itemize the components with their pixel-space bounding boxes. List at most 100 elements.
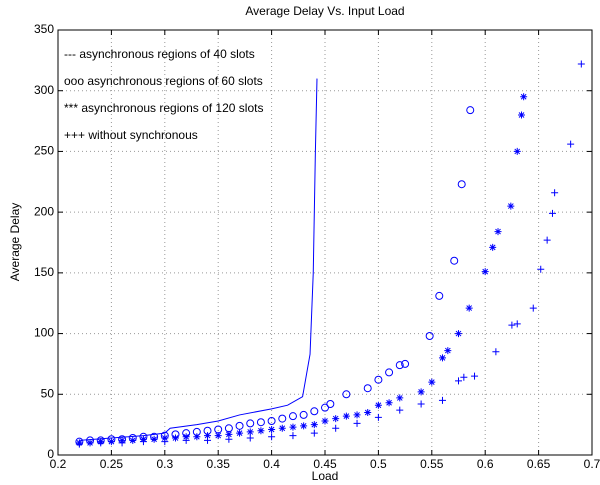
star-marker xyxy=(268,426,276,433)
star-marker xyxy=(129,436,137,444)
star-marker xyxy=(182,433,190,441)
plus-marker xyxy=(353,419,361,427)
y-tick-label: 300 xyxy=(34,83,54,97)
circle-marker xyxy=(457,180,466,189)
star-marker xyxy=(494,228,502,236)
circle-marker xyxy=(299,410,308,419)
plus-marker xyxy=(118,439,126,447)
star-marker xyxy=(278,424,286,432)
star-marker xyxy=(257,427,265,435)
star-marker xyxy=(150,435,158,443)
star-marker xyxy=(225,430,233,438)
plus-marker xyxy=(332,424,340,432)
x-tick-label: 0.65 xyxy=(527,457,551,471)
circle-marker xyxy=(395,361,404,370)
star-marker xyxy=(520,93,528,101)
plus-marker xyxy=(97,439,105,447)
plus-marker xyxy=(577,60,585,68)
star-marker xyxy=(396,394,404,402)
legend-entry: *** asynchronous regions of 120 slots xyxy=(64,101,263,115)
plus-marker xyxy=(455,377,462,385)
plus-marker xyxy=(438,396,446,404)
x-tick-label: 0.3 xyxy=(156,457,173,471)
star-marker xyxy=(321,417,329,425)
star-marker xyxy=(385,399,393,407)
star-marker xyxy=(353,411,361,419)
plot-frame xyxy=(57,29,593,456)
y-tick-label: 200 xyxy=(34,204,54,218)
plus-marker xyxy=(460,373,468,381)
circle-marker xyxy=(401,359,410,368)
star-marker xyxy=(193,433,201,441)
star-marker xyxy=(214,432,222,440)
x-tick-label: 0.6 xyxy=(477,457,494,471)
plus-marker xyxy=(417,400,425,408)
legend-entry: ooo asynchronous regions of 60 slots xyxy=(64,74,263,88)
plus-marker xyxy=(548,209,556,217)
star-marker xyxy=(310,421,318,429)
star-marker xyxy=(489,243,497,251)
plus-marker xyxy=(567,140,575,148)
star-marker xyxy=(171,434,179,442)
plus-marker xyxy=(551,189,559,197)
circle-marker xyxy=(363,384,372,393)
plus-marker xyxy=(374,413,382,421)
circle-marker xyxy=(326,400,335,408)
circle-marker xyxy=(235,421,244,430)
y-tick-label: 50 xyxy=(41,386,55,400)
plus-marker xyxy=(543,236,551,244)
star-marker xyxy=(417,388,425,396)
star-marker xyxy=(246,428,254,436)
plus-marker xyxy=(182,436,190,444)
data-line xyxy=(79,78,318,441)
star-marker xyxy=(481,268,489,276)
legend-entry: +++ without synchronous xyxy=(64,128,198,142)
star-marker xyxy=(289,423,297,431)
circle-marker xyxy=(267,417,276,425)
star-marker xyxy=(204,432,212,440)
star-marker xyxy=(438,354,446,362)
y-tick-label: 250 xyxy=(34,144,54,158)
plus-marker xyxy=(161,438,169,446)
plus-marker xyxy=(492,348,500,356)
star-marker xyxy=(518,111,526,119)
plus-marker xyxy=(139,438,147,446)
x-tick-label: 0.7 xyxy=(584,457,600,471)
star-marker xyxy=(332,415,340,423)
star-marker xyxy=(444,347,452,355)
circle-marker xyxy=(224,424,233,433)
star-marker xyxy=(86,439,94,447)
plus-marker xyxy=(508,321,516,329)
x-tick-label: 0.2 xyxy=(50,457,67,471)
x-tick-label: 0.4 xyxy=(263,457,280,471)
legend-entry: --- asynchronous regions of 40 slots xyxy=(64,47,255,61)
circle-marker xyxy=(278,414,287,423)
circle-marker xyxy=(246,419,255,428)
circle-marker xyxy=(450,256,459,265)
plus-marker xyxy=(246,434,254,442)
x-tick-label: 0.35 xyxy=(207,457,231,471)
circle-marker xyxy=(385,368,394,377)
y-axis-label: Average Delay xyxy=(8,203,22,282)
y-tick-label: 100 xyxy=(34,326,54,340)
circle-marker xyxy=(288,412,297,421)
plus-marker xyxy=(537,265,545,273)
star-marker xyxy=(364,409,372,416)
y-tick-label: 150 xyxy=(34,265,54,279)
y-tick-label: 0 xyxy=(47,447,54,461)
circle-marker xyxy=(435,291,444,300)
star-marker xyxy=(428,378,436,386)
x-tick-label: 0.25 xyxy=(100,457,124,471)
circle-marker xyxy=(466,106,475,115)
star-marker xyxy=(455,330,462,338)
circle-marker xyxy=(256,418,265,427)
star-marker xyxy=(161,434,169,442)
star-marker xyxy=(507,202,515,210)
star-marker xyxy=(300,422,308,430)
plus-marker xyxy=(268,433,276,441)
plus-marker xyxy=(310,429,318,437)
circle-marker xyxy=(214,425,223,434)
plus-marker xyxy=(225,435,233,443)
x-axis-label: Load xyxy=(312,469,339,483)
